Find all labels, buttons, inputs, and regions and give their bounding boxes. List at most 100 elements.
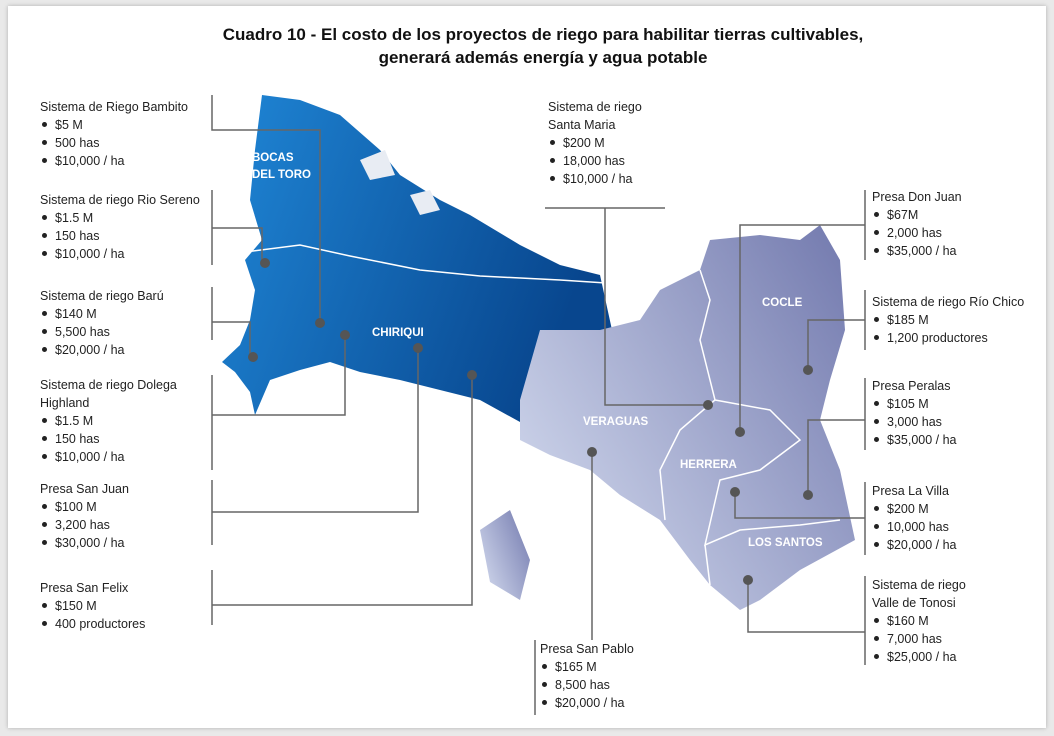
item-text: $5 M [55, 118, 83, 132]
item-text: 10,000 has [887, 520, 949, 534]
bullet [874, 419, 879, 425]
bullet [874, 618, 879, 624]
project-item: $10,000 / ha [40, 448, 125, 466]
item-text: 150 has [55, 432, 100, 446]
item-text: $10,000 / ha [563, 172, 633, 186]
project-item: $100 M [40, 498, 97, 516]
bullet [550, 176, 555, 182]
project-item: $1.5 M [40, 209, 93, 227]
project-dots [248, 258, 813, 585]
item-text: 5,500 has [55, 325, 110, 339]
project-item: $35,000 / ha [872, 242, 957, 260]
east-region [480, 225, 855, 610]
bullet [874, 230, 879, 236]
item-text: 400 productores [55, 617, 146, 631]
bullet [42, 540, 47, 546]
project-name: Sistema de riego Dolega [40, 378, 177, 392]
item-text: $10,000 / ha [55, 450, 125, 464]
item-text: $35,000 / ha [887, 433, 957, 447]
bullet [874, 437, 879, 443]
bullet [42, 251, 47, 257]
item-text: $67M [887, 208, 919, 222]
item-text: 8,500 has [555, 678, 610, 692]
bullet [42, 140, 47, 146]
item-text: $140 M [55, 307, 97, 321]
title: generará además energía y agua potable [378, 48, 708, 67]
bullet [550, 158, 555, 164]
region-label: HERRERA [680, 459, 737, 471]
bullet [874, 212, 879, 218]
project-item: $150 M [40, 597, 97, 615]
item-text: $185 M [887, 313, 929, 327]
bullet [542, 682, 547, 688]
bullet [874, 524, 879, 530]
bullet [42, 522, 47, 528]
item-text: $200 M [887, 502, 929, 516]
project-item: $35,000 / ha [872, 431, 957, 449]
project-item: 1,200 productores [872, 329, 988, 347]
bullet [42, 311, 47, 317]
project-name: Presa Peralas [872, 379, 951, 393]
project-item: $105 M [872, 395, 929, 413]
item-text: $105 M [887, 397, 929, 411]
project-name: Highland [40, 396, 90, 410]
bullet [874, 335, 879, 341]
project-item: 500 has [40, 134, 99, 152]
project-item: $165 M [540, 658, 597, 676]
project-item: 150 has [40, 227, 99, 245]
item-text: 18,000 has [563, 154, 625, 168]
item-text: $100 M [55, 500, 97, 514]
project-item: $160 M [872, 612, 929, 630]
project-item: 7,000 has [872, 630, 942, 648]
project-item: $185 M [872, 311, 929, 329]
item-text: $30,000 / ha [55, 536, 125, 550]
item-text: 500 has [55, 136, 100, 150]
project-name: Sistema de riego [872, 578, 966, 592]
bullet [874, 248, 879, 254]
project-name: Presa San Juan [40, 482, 129, 496]
bullet [42, 436, 47, 442]
project-item: $5 M [40, 116, 83, 134]
project-name: Santa Maria [548, 118, 616, 132]
region-label: VERAGUAS [583, 416, 649, 428]
bullet [42, 233, 47, 239]
item-text: 150 has [55, 229, 100, 243]
project-item: 3,000 has [872, 413, 942, 431]
project-name: Presa La Villa [872, 484, 949, 498]
item-text: $165 M [555, 660, 597, 674]
project-item: $30,000 / ha [40, 534, 125, 552]
project-name: Presa Don Juan [872, 190, 962, 204]
item-text: $150 M [55, 599, 97, 613]
region-label: DEL TORO [252, 169, 311, 181]
item-text: $10,000 / ha [55, 154, 125, 168]
project-item: 5,500 has [40, 323, 110, 341]
bullet [42, 621, 47, 627]
project-item: $20,000 / ha [540, 694, 625, 712]
project-name: Sistema de riego [548, 100, 642, 114]
project-item: $1.5 M [40, 412, 93, 430]
region-label: CHIRIQUI [372, 327, 424, 339]
item-text: 3,000 has [887, 415, 942, 429]
project-item: $140 M [40, 305, 97, 323]
project-item: 400 productores [40, 615, 145, 633]
project-item: 10,000 has [872, 518, 949, 536]
project-item: $67M [872, 206, 918, 224]
bullet [550, 140, 555, 146]
bullet [42, 122, 47, 128]
project-item: $200 M [548, 134, 605, 152]
project-name: Presa San Pablo [540, 642, 634, 656]
project-name: Valle de Tonosi [872, 596, 956, 610]
item-text: $25,000 / ha [887, 650, 957, 664]
region-label: LOS SANTOS [748, 537, 823, 549]
project-item: $20,000 / ha [872, 536, 957, 554]
item-text: $20,000 / ha [555, 696, 625, 710]
bullet [42, 158, 47, 164]
bullet [42, 329, 47, 335]
project-item: 18,000 has [548, 152, 625, 170]
project-name: Presa San Felix [40, 581, 129, 595]
item-text: $35,000 / ha [887, 244, 957, 258]
project-item: 3,200 has [40, 516, 110, 534]
project-item: $10,000 / ha [548, 170, 633, 188]
bullet [874, 317, 879, 323]
